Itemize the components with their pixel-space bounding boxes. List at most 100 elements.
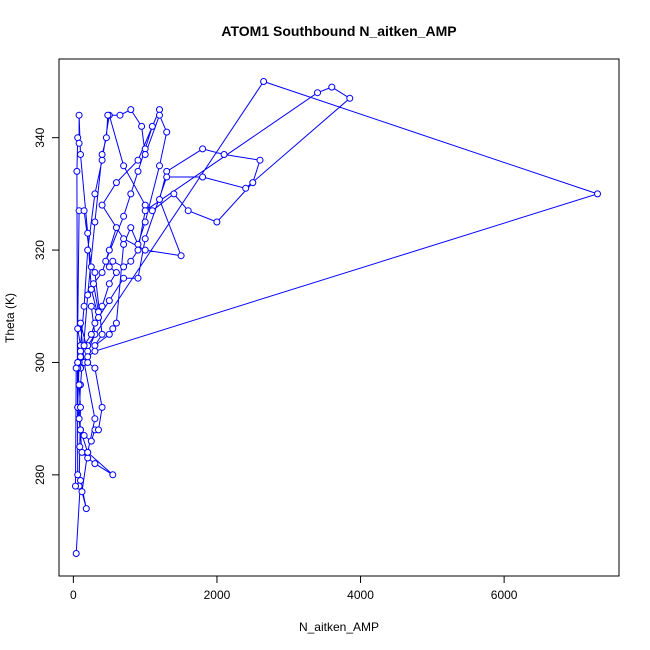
y-axis-label: Theta (K) [3,293,17,343]
data-point [84,291,92,299]
data-point [98,403,106,411]
data-point [84,448,92,456]
data-point [98,269,106,276]
data-point [213,218,221,226]
data-point [77,403,84,411]
x-tick-label: 2000 [204,588,231,602]
data-point [256,156,264,164]
data-point [75,415,83,423]
data-point [346,94,354,102]
data-point [78,448,86,456]
data-point [87,330,95,338]
data-point [105,280,113,288]
data-point [84,246,92,254]
data-point [260,78,268,85]
data-point [134,246,142,254]
data-point [112,269,120,276]
data-point [95,314,102,321]
data-point [91,218,99,226]
data-point [77,477,84,484]
data-point [91,347,99,355]
data-point [80,302,88,310]
data-point [109,325,117,333]
data-point [184,207,192,215]
data-point [105,246,113,254]
data-point [148,207,156,215]
data-point [242,184,250,192]
data-point [112,224,120,232]
data-point [127,257,135,265]
data-point [127,190,135,198]
data-point [87,302,95,310]
data-point [98,151,106,158]
x-axis: 0 2000 4000 6000 [70,575,518,602]
data-point [98,302,106,310]
data-point [156,111,163,119]
data-point [249,179,257,187]
data-point [74,359,82,366]
data-point [134,156,142,164]
data-point [141,246,149,254]
data-point [87,263,95,271]
data-point [109,471,117,479]
data-point [134,274,142,282]
data-point [112,319,120,327]
data-point [91,415,99,423]
data-point [84,229,92,237]
data-point [134,167,142,175]
data-point [91,319,99,327]
x-tick-label: 0 [70,588,77,602]
data-point [84,359,92,366]
data-point [127,106,135,114]
data-point [104,111,112,119]
data-point [112,179,120,187]
data-point [138,122,146,130]
data-point [134,240,142,248]
data-point [98,201,106,209]
data-point [72,550,80,557]
data-point [156,196,163,203]
data-point [120,240,128,248]
data-point [91,460,99,468]
data-point [98,156,106,164]
data-point [120,274,128,282]
data-point [77,319,84,327]
data-point [78,488,86,496]
data-point [141,151,149,158]
x-tick-label: 6000 [491,588,518,602]
data-point [220,151,228,158]
data-point [163,128,171,136]
data-point [77,151,84,158]
data-point [74,471,82,479]
x-axis-label: N_aitken_AMP [299,620,379,634]
data-point [156,162,163,170]
data-point [72,364,80,372]
data-point [170,190,178,198]
data-point [120,162,128,170]
data-point [109,257,117,265]
chart-title: ATOM1 Southbound N_aitken_AMP [221,23,456,39]
data-point [105,330,113,338]
data-point [75,139,83,147]
data-point [120,212,128,220]
data-point [141,218,149,226]
y-axis: 280 300 320 340 [33,127,60,485]
data-point [177,252,185,260]
data-point [120,263,128,271]
data-point [91,364,99,372]
data-point [116,111,124,119]
data-point [80,207,88,215]
data-point [80,432,88,439]
data-point [91,269,99,276]
data-point [77,426,84,434]
series-line [75,80,600,554]
x-tick-label: 4000 [347,588,374,602]
data-point [72,482,79,490]
data-point [82,505,90,513]
data-point [95,426,102,434]
data-point [75,111,83,119]
y-tick-label: 300 [33,352,47,372]
data-point [148,122,156,130]
data-point [199,173,207,181]
data-point [90,280,97,288]
